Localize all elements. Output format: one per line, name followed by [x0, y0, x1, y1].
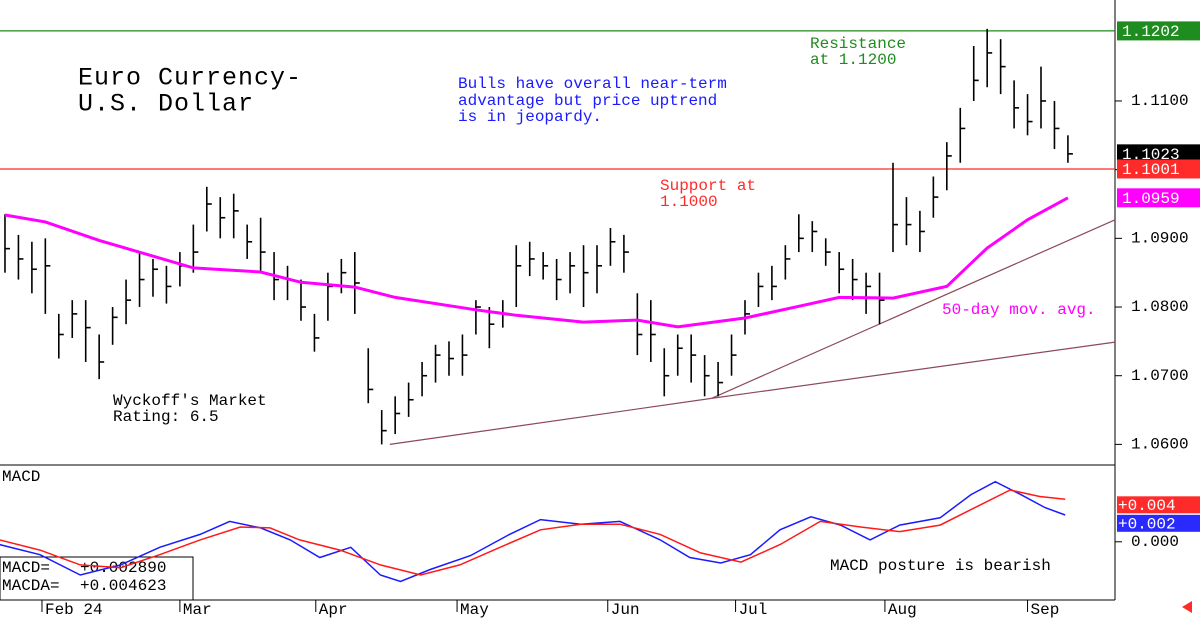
annotation: Bulls have overall near-term [458, 75, 727, 93]
price-tag [1117, 21, 1200, 41]
macd-line [0, 480, 1066, 583]
chart-title: Euro Currency- [78, 64, 302, 93]
annotation: Wyckoff's Market [113, 392, 267, 410]
x-tick-label: Aug [888, 601, 917, 619]
panel-title: MACD [2, 468, 40, 486]
price-tag-label: 1.0959 [1122, 190, 1180, 208]
readout-box [0, 556, 194, 601]
price-tag-label: 1.1001 [1122, 161, 1180, 179]
y-tick-label: 0.000 [1131, 533, 1179, 551]
annotation: MACD posture is bearish [830, 557, 1051, 575]
value-tag [1117, 496, 1200, 514]
level-label: 1.1000 [660, 193, 718, 211]
readout-name: MACDA= [2, 577, 60, 595]
annotation: Rating: 6.5 [113, 408, 219, 426]
x-tick-label: May [460, 601, 489, 619]
price-tag-label: 1.1202 [1122, 23, 1180, 41]
y-tick-label: 1.0700 [1131, 367, 1189, 385]
price-tag [1117, 144, 1200, 164]
macd-line [0, 489, 1066, 576]
readout-value: +0.004623 [80, 577, 166, 595]
value-tag-label: +0.002 [1118, 516, 1176, 534]
annotation: advantage but price uptrend [458, 92, 717, 110]
y-tick-label: 1.0900 [1131, 230, 1189, 248]
price-tag [1117, 159, 1200, 179]
trendline [711, 219, 1116, 399]
readout-value: +0.002890 [80, 559, 166, 577]
readout-name: MACD= [2, 559, 50, 577]
ma-label: 50-day mov. avg. [942, 301, 1096, 319]
level-label: Support at [660, 177, 756, 195]
x-tick-label: Apr [319, 601, 348, 619]
value-tag-label: +0.004 [1118, 497, 1176, 515]
x-tick-label: Sep [1031, 601, 1060, 619]
y-tick-label: 1.1100 [1131, 92, 1189, 110]
moving-average [4, 196, 1069, 329]
trendline [389, 397, 712, 445]
x-tick-label: Jul [739, 601, 768, 619]
x-tick-label: Feb 24 [45, 601, 103, 619]
y-tick-label: 1.0800 [1131, 298, 1189, 316]
price-tag [1117, 188, 1200, 208]
x-tick-label: Mar [183, 601, 212, 619]
scroll-arrow [1182, 601, 1192, 613]
value-tag [1117, 514, 1200, 532]
trendline [711, 341, 1116, 399]
level-label: at 1.1200 [810, 51, 896, 69]
level-label: Resistance [810, 35, 906, 53]
y-tick-label: 1.0600 [1131, 436, 1189, 454]
chart-title: U.S. Dollar [78, 90, 254, 119]
annotation: is in jeopardy. [458, 108, 602, 126]
x-tick-label: Jun [611, 601, 640, 619]
